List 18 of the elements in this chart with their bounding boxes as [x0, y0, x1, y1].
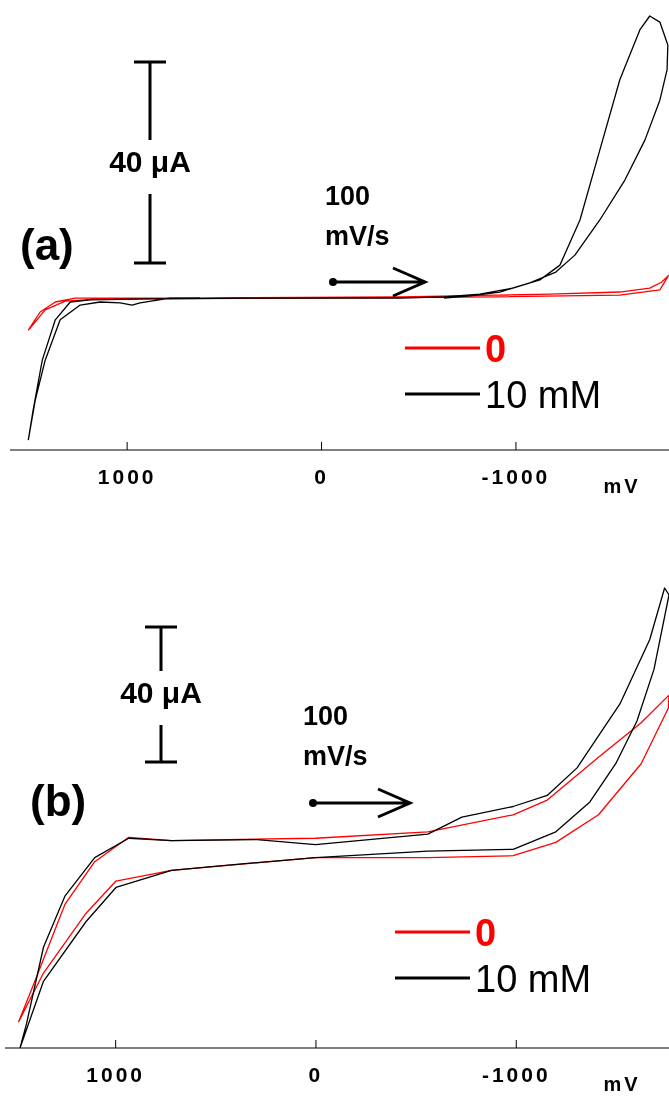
- annotation: (b): [30, 776, 87, 825]
- x-tick-label: -1000: [481, 1063, 551, 1087]
- legend-label: 10 mM: [485, 374, 602, 416]
- x-tick-label: 1000: [86, 1063, 146, 1087]
- legend-label: 0: [475, 912, 497, 954]
- annotation: 40 μA: [120, 676, 202, 709]
- x-tick-label: 0: [314, 465, 329, 489]
- legend-label: 10 mM: [475, 958, 592, 1000]
- legend-label: 0: [485, 328, 507, 370]
- x-axis-title: mV: [603, 475, 641, 497]
- x-tick-label: 1000: [97, 465, 157, 489]
- x-tick-label: 0: [308, 1063, 324, 1087]
- annotation: 40 μA: [109, 145, 191, 178]
- annotation: (a): [20, 220, 74, 269]
- annotation: 100 mV/s: [325, 181, 390, 251]
- x-tick-label: -1000: [481, 465, 551, 489]
- x-axis-title: mV: [603, 1073, 641, 1095]
- annotation: 100 mV/s: [303, 701, 368, 771]
